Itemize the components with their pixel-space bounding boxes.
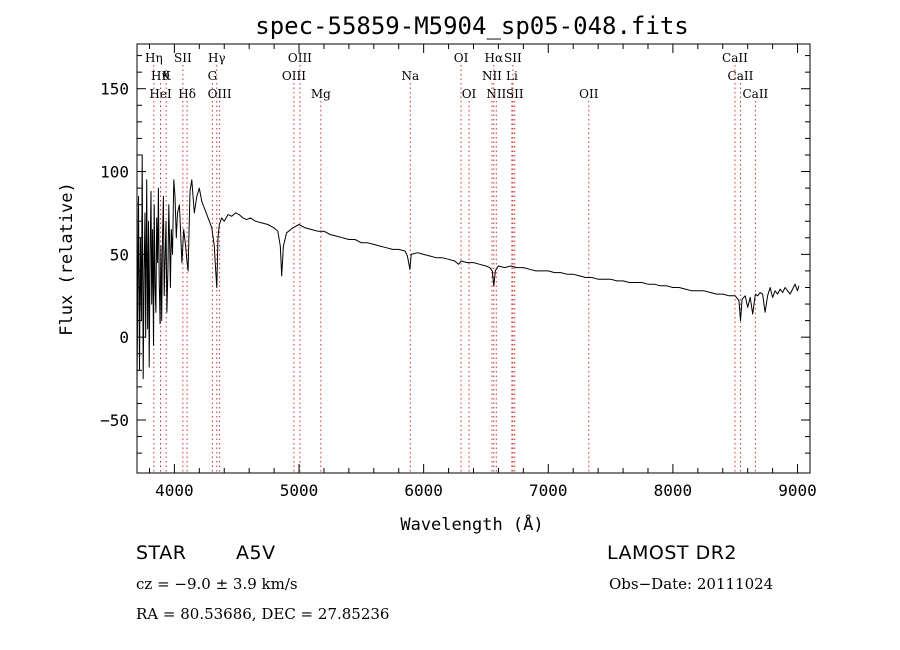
line-label: Hδ: [178, 87, 196, 101]
x-axis-label: Wavelength (Å): [400, 513, 543, 535]
x-tick-label: 6000: [404, 481, 443, 500]
spectrum-line: [136, 154, 800, 387]
line-label: Hϑ: [151, 69, 170, 83]
observation-date: Obs−Date: 20111024: [609, 575, 774, 593]
line-label: OIII: [282, 69, 306, 83]
x-tick-label: 5000: [280, 481, 319, 500]
survey-name: LAMOST DR2: [607, 542, 737, 564]
line-label: Hη: [145, 51, 163, 65]
y-tick-label: 100: [100, 163, 129, 182]
y-axis-label: Flux (relative): [57, 182, 77, 336]
line-label: OIII: [288, 51, 312, 65]
line-label: OII: [579, 87, 599, 101]
line-label: CaII: [742, 87, 768, 101]
y-tick-label: 150: [100, 80, 129, 99]
line-label: SII: [174, 51, 192, 65]
x-tick-label: 9000: [778, 481, 817, 500]
line-label: OI: [462, 87, 477, 101]
x-tick-label: 4000: [155, 481, 194, 500]
plot-frame: [136, 43, 811, 474]
axis-ticks: 4000 5000 6000 7000 8000 9000 −50 0 50 100 150: [100, 44, 817, 500]
line-label: Mg: [311, 87, 331, 101]
y-tick-label: −50: [100, 411, 129, 430]
y-tick-label: 50: [110, 245, 129, 264]
line-label: SII: [504, 51, 522, 65]
line-label: Na: [401, 69, 419, 83]
line-label: CaII: [722, 51, 748, 65]
chart-title: spec-55859-M5904_sp05-048.fits: [255, 12, 688, 40]
line-label: HeI: [149, 87, 172, 101]
line-label: Hγ: [208, 51, 226, 65]
object-class: STAR: [136, 542, 187, 564]
line-label: SII: [506, 87, 524, 101]
line-label: OIII: [208, 87, 232, 101]
line-label: NII: [482, 69, 502, 83]
line-label: G: [208, 69, 218, 83]
spectral-subclass: A5V: [236, 542, 276, 564]
line-label: OI: [454, 51, 469, 65]
line-label: Hα: [485, 51, 504, 65]
coordinates: RA = 80.53686, DEC = 27.85236: [136, 605, 390, 623]
line-label: NII: [486, 87, 506, 101]
x-tick-label: 8000: [654, 481, 693, 500]
line-label: CaII: [728, 69, 754, 83]
redshift-value: cz = −9.0 ± 3.9 km/s: [136, 575, 298, 593]
line-label: K: [162, 69, 172, 83]
line-label: Li: [506, 69, 518, 83]
x-tick-label: 7000: [529, 481, 568, 500]
y-tick-label: 0: [119, 328, 129, 347]
